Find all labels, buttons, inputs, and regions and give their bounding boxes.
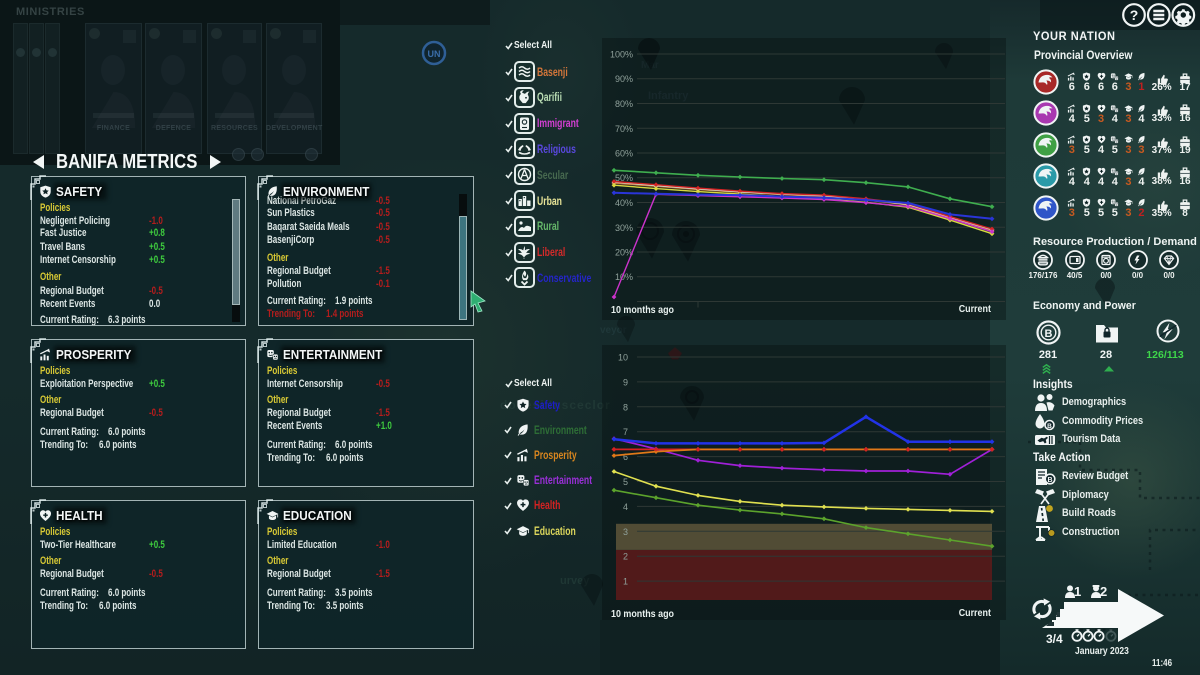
svg-text:3: 3: [623, 527, 628, 537]
svg-text:10%: 10%: [615, 272, 633, 282]
svg-text:8: 8: [623, 402, 628, 412]
svg-text:6: 6: [623, 452, 628, 462]
svg-text:10: 10: [618, 353, 628, 363]
svg-text:5: 5: [623, 477, 628, 487]
svg-text:?: ?: [1130, 7, 1139, 23]
svg-text:2: 2: [623, 552, 628, 562]
svg-text:B: B: [1047, 423, 1052, 430]
svg-text:4: 4: [623, 502, 628, 512]
svg-text:100%: 100%: [610, 50, 633, 60]
svg-text:B: B: [1047, 477, 1052, 484]
svg-text:60%: 60%: [615, 149, 633, 159]
svg-text:20%: 20%: [615, 248, 633, 258]
svg-text:80%: 80%: [615, 99, 633, 109]
svg-text:90%: 90%: [615, 74, 633, 84]
svg-text:70%: 70%: [615, 124, 633, 134]
svg-text:30%: 30%: [615, 223, 633, 233]
svg-text:1: 1: [623, 577, 628, 587]
svg-text:50%: 50%: [615, 173, 633, 183]
svg-text:UN: UN: [428, 49, 441, 59]
svg-text:40%: 40%: [615, 198, 633, 208]
svg-text:7: 7: [623, 427, 628, 437]
svg-text:9: 9: [623, 377, 628, 387]
svg-text:B: B: [1044, 328, 1052, 340]
